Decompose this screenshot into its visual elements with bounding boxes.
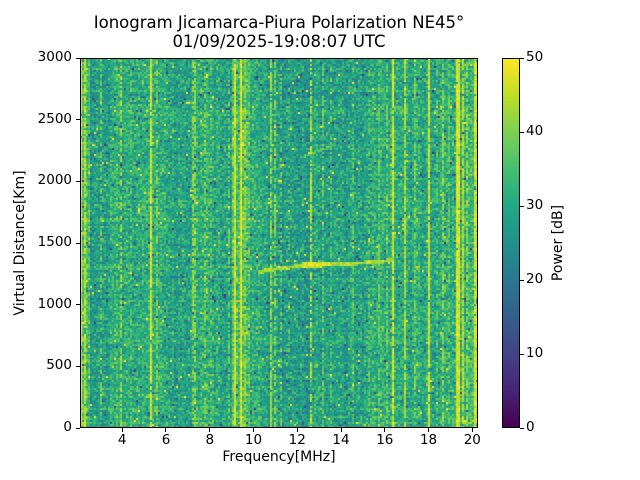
y-tick-mark (76, 427, 80, 429)
y-tick-mark (76, 119, 80, 121)
y-tick-mark (76, 57, 80, 59)
colorbar-tick-label: 10 (526, 345, 544, 361)
x-tick-mark (340, 428, 342, 432)
x-tick-mark (165, 428, 167, 432)
colorbar-tick-mark (520, 57, 524, 59)
x-tick-label: 10 (244, 432, 263, 448)
x-tick-label: 14 (332, 432, 350, 448)
x-tick-label: 8 (205, 432, 215, 448)
x-tick-mark (296, 428, 298, 432)
colorbar-gradient (502, 58, 520, 428)
y-tick-mark (76, 304, 80, 306)
x-tick-mark (428, 428, 430, 432)
x-tick-label: 20 (463, 432, 481, 448)
colorbar-label: Power [dB] (550, 204, 566, 282)
y-tick-label: 2000 (37, 172, 72, 189)
y-tick-label: 500 (46, 357, 72, 374)
colorbar-tick-label: 30 (526, 197, 544, 213)
x-tick-mark (384, 428, 386, 432)
y-tick-label: 1500 (37, 234, 72, 250)
colorbar-tick-label: 40 (526, 123, 544, 139)
y-tick-label: 2500 (37, 110, 72, 127)
x-tick-label: 18 (419, 432, 438, 448)
x-tick-label: 12 (288, 432, 306, 448)
colorbar-tick-mark (520, 131, 524, 133)
colorbar-tick-mark (520, 427, 524, 429)
colorbar-tick-label: 0 (526, 419, 535, 435)
colorbar-tick-mark (520, 353, 524, 355)
x-tick-label: 6 (161, 432, 171, 448)
y-tick-mark (76, 242, 80, 244)
x-tick-mark (209, 428, 211, 432)
colorbar-tick-mark (520, 279, 524, 281)
x-tick-mark (253, 428, 254, 432)
colorbar-tick-mark (520, 205, 524, 207)
x-tick-mark (471, 428, 473, 432)
chart-title: Ionogram Jicamarca-Piura Polarization NE… (93, 13, 465, 32)
colorbar-tick-label: 20 (526, 271, 544, 287)
x-tick-label: 16 (376, 432, 394, 448)
chart-subtitle: 01/09/2025-19:08:07 UTC (172, 32, 386, 51)
y-tick-mark (76, 180, 80, 182)
y-tick-label: 0 (63, 419, 72, 435)
x-tick-label: 4 (117, 432, 127, 448)
heatmap-canvas (80, 58, 478, 428)
y-tick-label: 3000 (37, 49, 72, 65)
x-axis-label: Frequency[MHz] (222, 449, 336, 465)
y-tick-mark (76, 365, 80, 367)
x-tick-mark (121, 428, 123, 432)
colorbar-tick-label: 50 (526, 49, 544, 65)
y-tick-label: 1000 (37, 295, 72, 312)
y-axis-label: Virtual Distance[Km] (12, 170, 28, 316)
